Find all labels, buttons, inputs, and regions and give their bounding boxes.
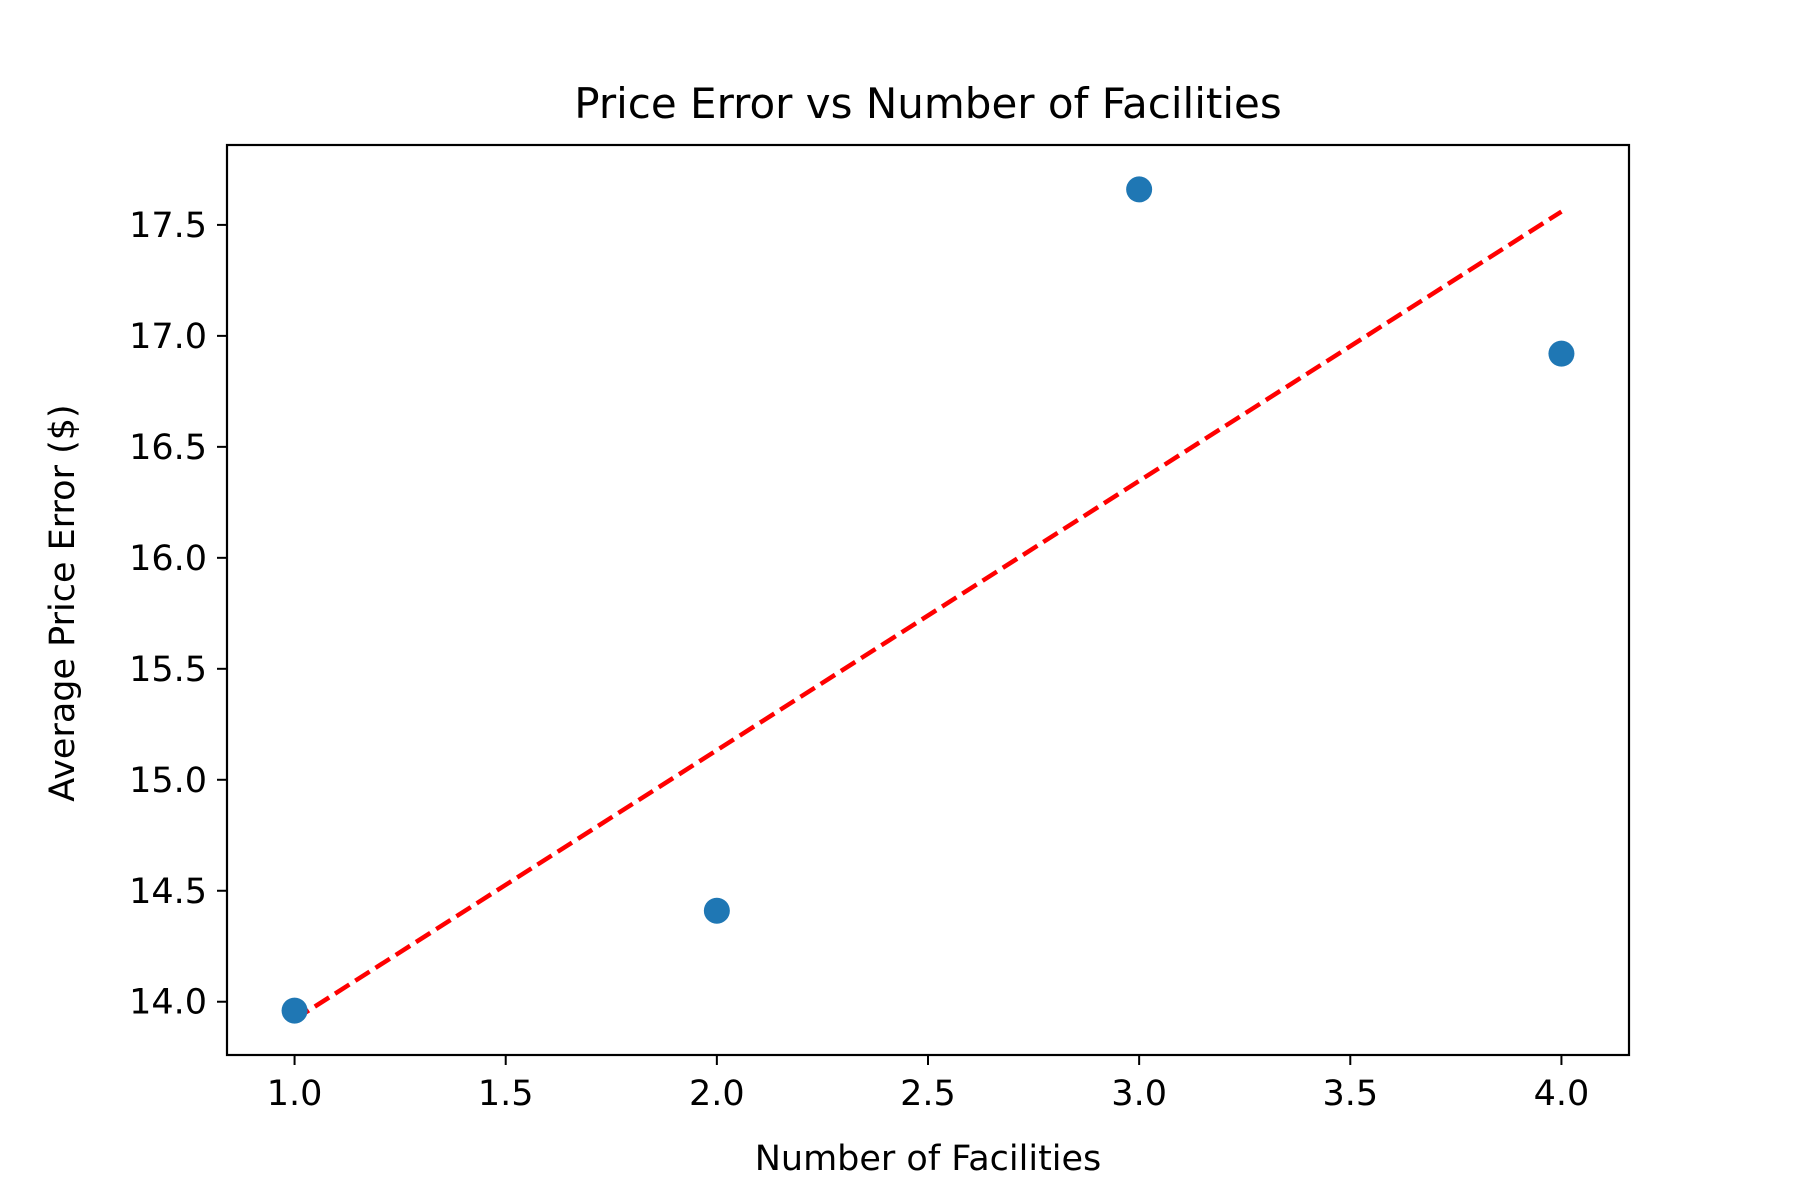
scatter-point [281,997,308,1024]
y-tick-label: 16.0 [129,539,207,579]
plot-series [281,176,1575,1024]
trend-line [293,209,1563,1022]
chart-title: Price Error vs Number of Facilities [574,79,1282,128]
y-tick-label: 14.0 [129,983,207,1023]
x-tick-label: 1.0 [267,1074,323,1114]
y-tick-label: 16.5 [129,428,207,468]
scatter-point [1548,340,1575,367]
x-axis-ticks: 1.0 1.5 2.0 2.5 3.0 3.5 4.0 [267,1055,1590,1114]
x-tick-label: 4.0 [1534,1074,1590,1114]
y-tick-label: 15.5 [129,650,207,690]
y-tick-label: 17.0 [129,317,207,357]
x-tick-label: 1.5 [478,1074,534,1114]
x-tick-label: 2.5 [900,1074,956,1114]
x-tick-label: 2.0 [689,1074,745,1114]
y-tick-label: 15.0 [129,761,207,801]
plot-frame [225,143,1631,1057]
y-tick-label: 14.5 [129,872,207,912]
scatter-point [703,897,730,924]
y-axis-label: Average Price Error ($) [43,404,83,801]
y-tick-label: 17.5 [129,206,207,246]
scatter-point [1126,176,1153,203]
x-tick-label: 3.0 [1111,1074,1167,1114]
x-tick-label: 3.5 [1322,1074,1378,1114]
y-axis-ticks: 14.0 14.5 15.0 15.5 16.0 16.5 17.0 17.5 [129,206,227,1023]
x-axis-label: Number of Facilities [755,1139,1102,1179]
